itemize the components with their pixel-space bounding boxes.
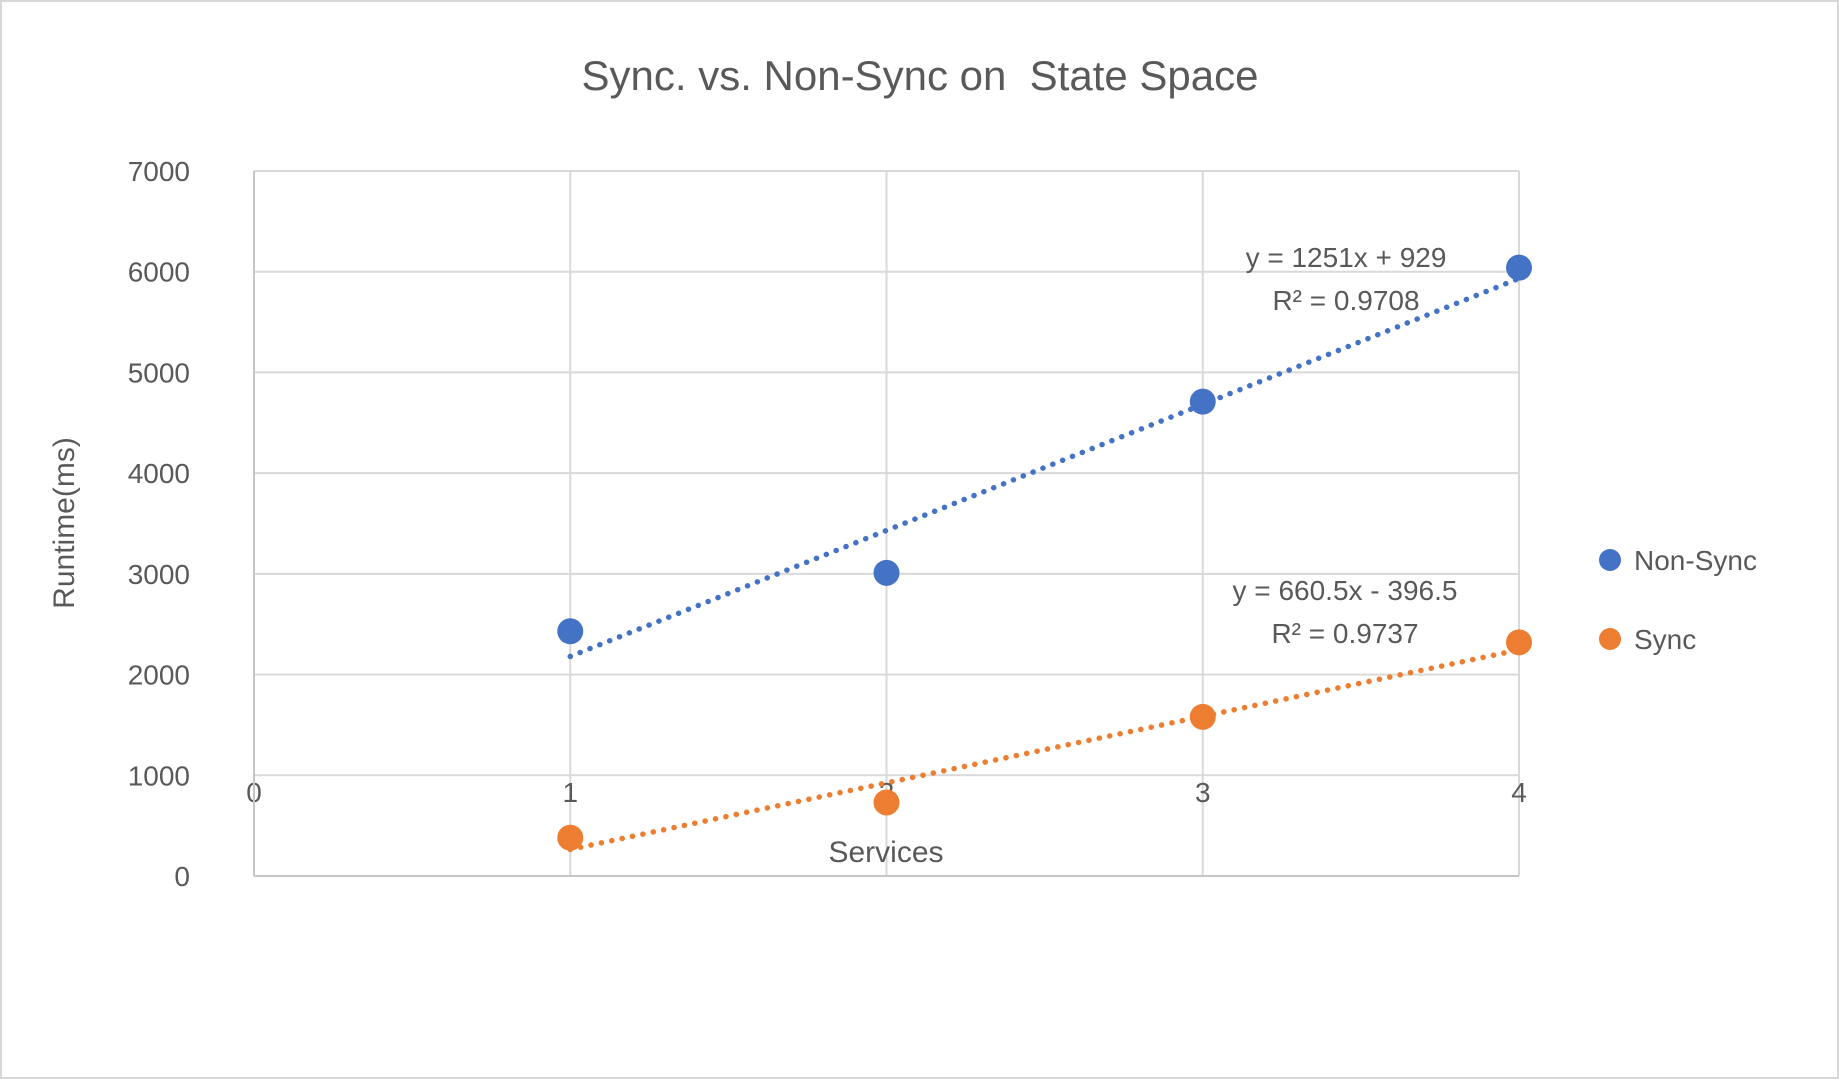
y-tick-label: 6000 bbox=[128, 257, 190, 288]
trendline-r-squared-non-sync: R² = 0.9708 bbox=[1272, 285, 1419, 316]
data-point-sync[interactable] bbox=[873, 789, 900, 816]
x-tick-label: 1 bbox=[562, 777, 578, 808]
legend-entry-sync[interactable]: Sync bbox=[1599, 624, 1696, 655]
legend-marker-sync-icon bbox=[1599, 628, 1621, 650]
trendline-equation-sync: y = 660.5x - 396.5 bbox=[1233, 575, 1458, 606]
trendline-label-non-sync[interactable]: y = 1251x + 929 R² = 0.9708 bbox=[1246, 242, 1447, 316]
trendline-r-squared-sync: R² = 0.9737 bbox=[1271, 618, 1418, 649]
y-tick-label: 5000 bbox=[128, 357, 190, 388]
data-point-non-sync[interactable] bbox=[1506, 254, 1532, 281]
y-tick-label: 0 bbox=[174, 861, 190, 892]
data-point-non-sync[interactable] bbox=[873, 559, 900, 586]
legend-label-non-sync: Non-Sync bbox=[1634, 545, 1757, 576]
y-tick-label: 7000 bbox=[128, 156, 190, 187]
x-tick-label: 3 bbox=[1195, 777, 1211, 808]
y-axis-title: Runtime(ms) bbox=[48, 437, 81, 609]
x-tick-label: 4 bbox=[1511, 777, 1527, 808]
data-point-non-sync[interactable] bbox=[557, 618, 584, 645]
y-tick-label: 1000 bbox=[128, 760, 190, 791]
y-tick-label: 3000 bbox=[128, 559, 190, 590]
legend: Non-Sync Sync bbox=[1599, 545, 1757, 655]
data-point-sync[interactable] bbox=[1189, 703, 1216, 730]
legend-entry-non-sync[interactable]: Non-Sync bbox=[1599, 545, 1757, 576]
x-axis-title: Services bbox=[828, 836, 943, 869]
legend-marker-non-sync-icon bbox=[1599, 549, 1621, 571]
data-point-sync[interactable] bbox=[1506, 629, 1532, 656]
y-tick-label: 2000 bbox=[128, 660, 190, 691]
trendline-equation-non-sync: y = 1251x + 929 bbox=[1246, 242, 1447, 273]
trendline-non-sync[interactable] bbox=[567, 275, 1522, 660]
y-tick-label: 4000 bbox=[128, 458, 190, 489]
data-point-non-sync[interactable] bbox=[1189, 388, 1216, 415]
chart-title: Sync. vs. Non-Sync on State Space bbox=[581, 52, 1258, 99]
data-point-sync[interactable] bbox=[557, 824, 584, 851]
legend-label-sync: Sync bbox=[1634, 624, 1696, 655]
trendline-sync[interactable] bbox=[567, 647, 1522, 853]
trendline-label-sync[interactable]: y = 660.5x - 396.5 R² = 0.9737 bbox=[1233, 575, 1458, 649]
